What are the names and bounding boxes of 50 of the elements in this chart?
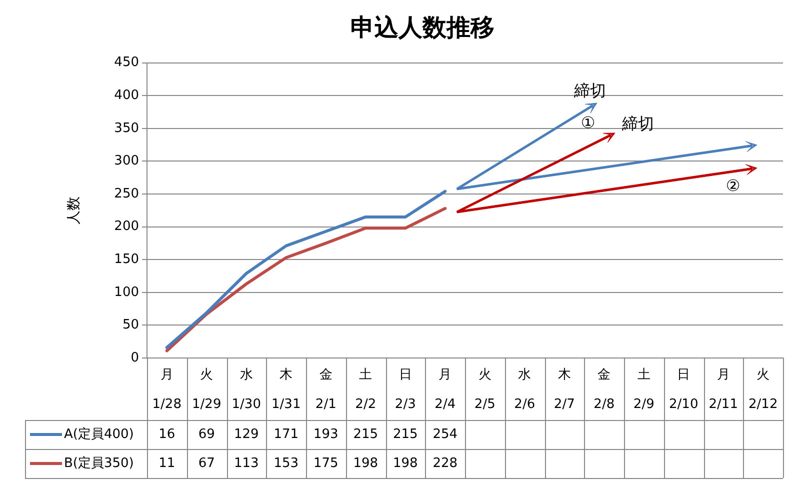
annotation: ① (580, 113, 596, 132)
data-label: 67 (198, 456, 215, 471)
x-tick-label: 土 2/2 (355, 367, 376, 412)
chart-title: 申込人数推移 (350, 14, 494, 42)
y-tick-label: 0 (130, 350, 139, 366)
data-label: 113 (234, 456, 259, 471)
data-label: 193 (313, 426, 338, 442)
annotation: 締切 (573, 81, 606, 100)
y-tick-label: 350 (114, 120, 139, 136)
data-label: 175 (313, 456, 338, 471)
annotation: ② (726, 176, 740, 196)
x-tick-label: 水 2/6 (514, 367, 536, 412)
y-tick-label: 100 (114, 284, 139, 300)
legend-label: A(定員400) (64, 426, 134, 442)
x-tick-label: 月 1/28 (152, 367, 182, 412)
x-tick-label: 火 2/5 (474, 367, 496, 412)
x-tick-label: 日 2/3 (394, 367, 416, 412)
y-tick-label: 250 (114, 186, 139, 202)
x-tick-label: 木 2/7 (554, 367, 575, 412)
y-tick-label: 150 (114, 252, 139, 267)
x-tick-label: 火 2/12 (748, 367, 778, 412)
y-tick-label: 400 (114, 88, 139, 103)
x-tick-label: 月 2/11 (708, 367, 738, 412)
data-label: 129 (234, 426, 259, 442)
x-tick-label: 水 1/30 (232, 367, 261, 412)
y-tick-label: 300 (114, 154, 139, 169)
data-label: 16 (158, 426, 176, 442)
data-label: 198 (353, 456, 378, 471)
y-axis-title: 人数 (66, 196, 82, 224)
annotation: 締切 (621, 114, 654, 134)
data-label: 11 (158, 456, 176, 471)
data-label: 153 (274, 456, 299, 471)
x-tick-label: 日 2/10 (669, 367, 698, 412)
data-label: 228 (432, 456, 458, 471)
x-tick-label: 土 2/9 (633, 367, 654, 412)
data-label: 215 (392, 426, 418, 442)
data-label: 171 (274, 426, 299, 442)
x-tick-label: 金 2/1 (315, 367, 336, 412)
data-label: 215 (353, 426, 378, 442)
data-label: 69 (198, 426, 215, 442)
x-tick-label: 木 1/31 (272, 367, 301, 412)
data-label: 198 (392, 456, 418, 471)
y-tick-label: 50 (122, 318, 139, 333)
y-tick-label: 450 (114, 55, 139, 70)
data-label: 254 (432, 426, 458, 442)
x-tick-label: 月 2/4 (434, 367, 456, 412)
x-tick-label: 金 2/8 (594, 367, 615, 412)
x-tick-label: 火 1/29 (192, 367, 222, 412)
y-tick-label: 200 (114, 219, 139, 234)
legend-label: B(定員350) (64, 456, 134, 471)
